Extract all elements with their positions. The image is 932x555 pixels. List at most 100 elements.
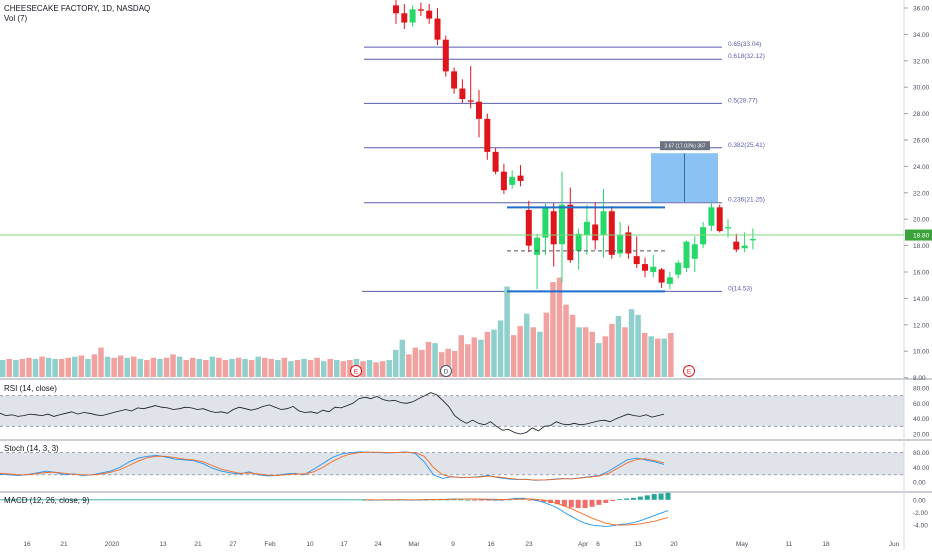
volume-bar: [334, 360, 340, 377]
fib-level-label: 0.236(21.25): [728, 197, 765, 204]
macd-histogram-bar: [596, 499, 602, 505]
candle-body: [608, 211, 615, 255]
volume-bar: [85, 358, 91, 377]
volume-bar: [13, 360, 19, 377]
volume-bar: [39, 356, 45, 377]
volume-bar: [425, 341, 432, 377]
candle-body: [691, 244, 698, 259]
volume-bar: [569, 314, 576, 377]
volume-bar: [242, 358, 248, 377]
candle-body: [592, 224, 599, 241]
candle-body: [749, 239, 756, 241]
candle-body: [393, 5, 399, 14]
time-axis-label: 17: [340, 541, 348, 548]
volume-bar: [275, 360, 281, 377]
drawings-layer[interactable]: 3.67 (17.03%) 367: [0, 141, 904, 293]
volume-bar: [248, 360, 255, 377]
rsi-tick-label: 40.00: [913, 416, 930, 423]
price-tick-label: 22.00: [913, 190, 930, 197]
candle-body: [559, 204, 565, 245]
volume-bar: [327, 358, 333, 377]
volume-bar: [203, 360, 209, 377]
time-axis-label: Jun: [889, 541, 900, 548]
macd-histogram-bar: [603, 499, 609, 503]
candle-body: [658, 269, 665, 283]
candle-body: [642, 264, 648, 271]
macd-histogram-bar: [630, 497, 636, 500]
price-tick-label: 18.00: [913, 243, 930, 250]
candle-body: [650, 266, 657, 272]
volume-bar: [550, 282, 556, 377]
macd-title: MACD (12, 26, close, 9): [4, 496, 90, 505]
volume-bar: [438, 352, 445, 377]
price-tick-label: 12.00: [913, 322, 930, 329]
time-axis-label: 11: [786, 541, 793, 548]
volume-bar: [216, 357, 222, 377]
candle-body: [716, 207, 723, 232]
macd-histogram-bar: [451, 499, 457, 501]
rsi-title: RSI (14, close): [4, 384, 57, 393]
macd-histogram-bar: [472, 499, 478, 501]
volume-bar: [491, 329, 497, 377]
macd-histogram-bar: [589, 499, 595, 507]
volume-bar: [543, 312, 550, 377]
volume-bar: [622, 327, 628, 377]
volume-bar: [131, 356, 137, 377]
macd-tick-label: -2.00: [913, 510, 928, 517]
volume-bar: [26, 357, 32, 377]
volume-bar: [563, 304, 569, 377]
macd-signal-line: [364, 498, 669, 526]
volume-bar: [294, 360, 301, 377]
fib-level-label: 0.5(28.77): [728, 97, 758, 104]
current-price-badge: [905, 229, 932, 241]
macd-histogram-bar: [444, 499, 450, 501]
volume-bar: [137, 358, 144, 377]
price-tick-label: 14.00: [913, 296, 930, 303]
fib-level-label: 0.65(33.04): [728, 41, 761, 48]
time-axis-label: 24: [374, 541, 382, 548]
volume-bar: [445, 348, 451, 377]
fib-level-label: 0.618(32.12): [728, 53, 765, 60]
time-axis-label: 21: [194, 541, 202, 548]
volume-bar: [648, 336, 654, 377]
volume-bar: [314, 357, 320, 377]
time-axis-label: 23: [525, 541, 533, 548]
candle-body: [550, 211, 557, 245]
event-marker-circle: [440, 365, 452, 377]
volume-bar: [91, 354, 98, 377]
candle-body: [542, 207, 549, 238]
volume-bar: [176, 356, 183, 377]
event-marker-circle: [350, 365, 362, 377]
macd-histogram-bar: [541, 499, 547, 503]
volume-bar: [609, 323, 615, 377]
volume-bar: [615, 315, 622, 377]
time-axis-label: Feb: [264, 541, 276, 548]
volume-bar: [668, 332, 674, 377]
volume-bar: [104, 356, 111, 377]
volume-bar: [111, 357, 117, 377]
volume-bar: [596, 343, 602, 377]
time-axis-label: 6: [596, 541, 600, 548]
volume-bar: [517, 326, 523, 377]
stoch-tick-label: 0.00: [913, 480, 926, 487]
candle-body: [459, 88, 466, 100]
time-axis-label: 20: [670, 541, 678, 548]
candle-body: [517, 175, 524, 181]
volume-bar: [589, 331, 595, 377]
volume-bar: [641, 332, 648, 377]
volume-indicator-label: Vol (7): [4, 14, 28, 23]
time-axis-label: Apr: [578, 541, 589, 548]
time-axis-label: 16: [487, 541, 495, 548]
price-tick-label: 8.00: [913, 375, 926, 382]
volume-bar: [288, 361, 294, 377]
event-marker-label: E: [354, 369, 359, 376]
volume-bar: [320, 361, 327, 377]
volume-bar: [628, 309, 635, 377]
volume-bar: [0, 360, 6, 377]
volume-bar: [235, 357, 242, 377]
time-axis-label: 27: [229, 541, 237, 548]
